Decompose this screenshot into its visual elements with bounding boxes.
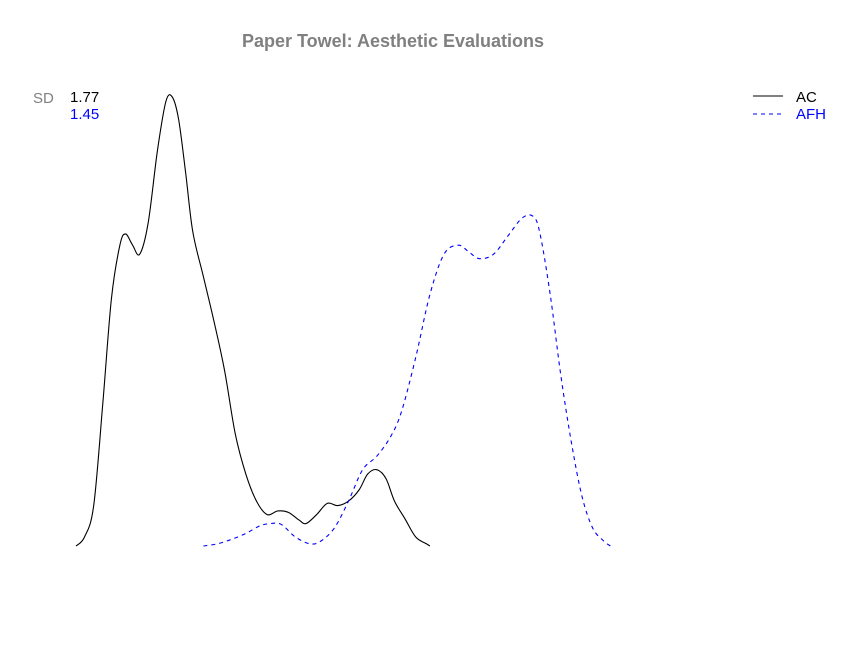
sd-value-ac: 1.77 <box>70 89 99 106</box>
legend-label-afh: AFH <box>796 106 826 123</box>
series-line-ac <box>75 94 431 547</box>
chart-title: Paper Towel: Aesthetic Evaluations <box>242 31 544 51</box>
plot-area <box>75 94 611 547</box>
series-line-afh <box>203 214 611 547</box>
legend: AC AFH <box>753 89 826 123</box>
sd-panel: SD 1.77 1.45 <box>33 89 99 123</box>
legend-label-ac: AC <box>796 89 817 106</box>
sd-label: SD <box>33 90 54 107</box>
sd-value-afh: 1.45 <box>70 106 99 123</box>
